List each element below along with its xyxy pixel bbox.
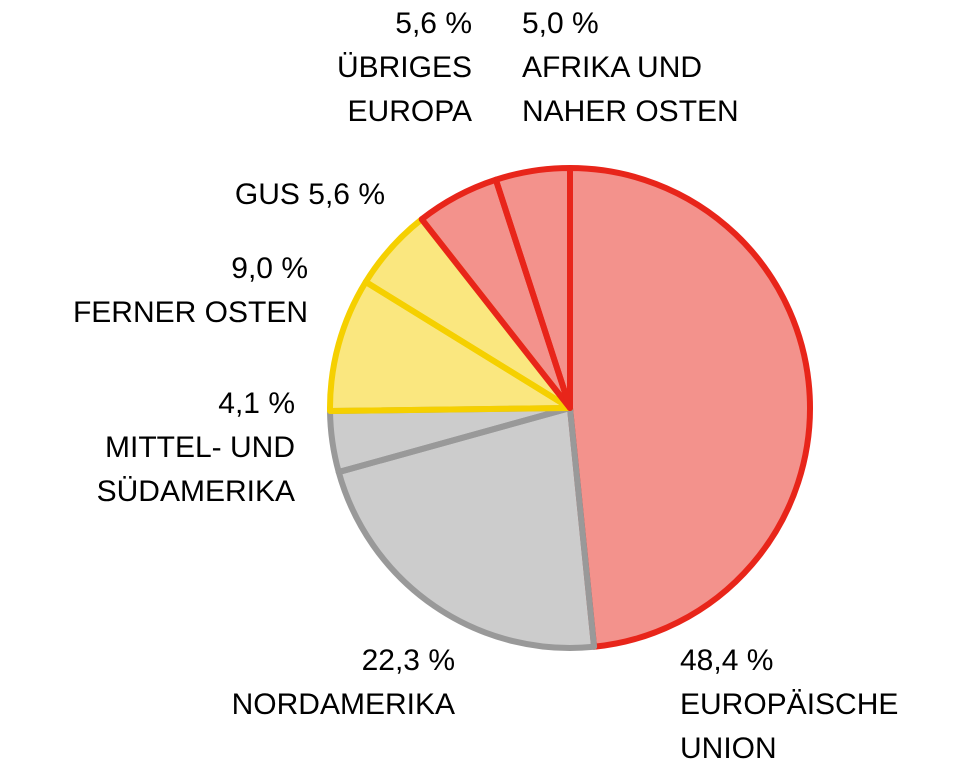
spacer: [300, 178, 308, 211]
slice-label: 4,1 % MITTEL- UND SÜDAMERIKA: [97, 387, 295, 508]
pie-slice: [335, 405, 598, 651]
value-label: 22,3 %: [362, 644, 455, 677]
pie-slice: [567, 165, 813, 650]
pie-slice: [327, 278, 573, 415]
category-label: FERNER OSTEN: [73, 296, 308, 329]
slice-label: GUS 5,6 %: [235, 178, 385, 211]
value-label: 5,6 %: [308, 178, 385, 211]
category-label: AFRIKA UND: [522, 51, 702, 84]
category-label: GUS: [235, 178, 300, 211]
value-label: 48,4 %: [680, 644, 773, 677]
slice-label: 5,6 % ÜBRIGES EUROPA: [337, 7, 472, 128]
category-label: NORDAMERIKA: [232, 688, 455, 721]
pie-slice: [492, 165, 573, 411]
category-label: ÜBRIGES: [337, 51, 472, 84]
slice-label: 48,4 % EUROPÄISCHE UNION: [680, 644, 898, 765]
slice-label: 9,0 % FERNER OSTEN: [73, 252, 308, 329]
category-label: NAHER OSTEN: [522, 95, 739, 128]
category-label: MITTEL- UND: [105, 431, 295, 464]
slice-label: 22,3 % NORDAMERIKA: [232, 644, 455, 721]
value-label: 5,6 %: [395, 7, 472, 40]
value-label: 4,1 %: [218, 387, 295, 420]
category-label: EUROPA: [348, 95, 472, 128]
value-label: 5,0 %: [522, 7, 599, 40]
category-label: SÜDAMERIKA: [97, 475, 295, 508]
category-label: EUROPÄISCHE: [680, 688, 898, 721]
slice-label: 5,0 % AFRIKA UND NAHER OSTEN: [522, 7, 739, 128]
value-label: 9,0 %: [231, 252, 308, 285]
label-line: GUS 5,6 %: [235, 178, 385, 211]
slices: [327, 165, 813, 651]
category-label: UNION: [680, 732, 777, 765]
